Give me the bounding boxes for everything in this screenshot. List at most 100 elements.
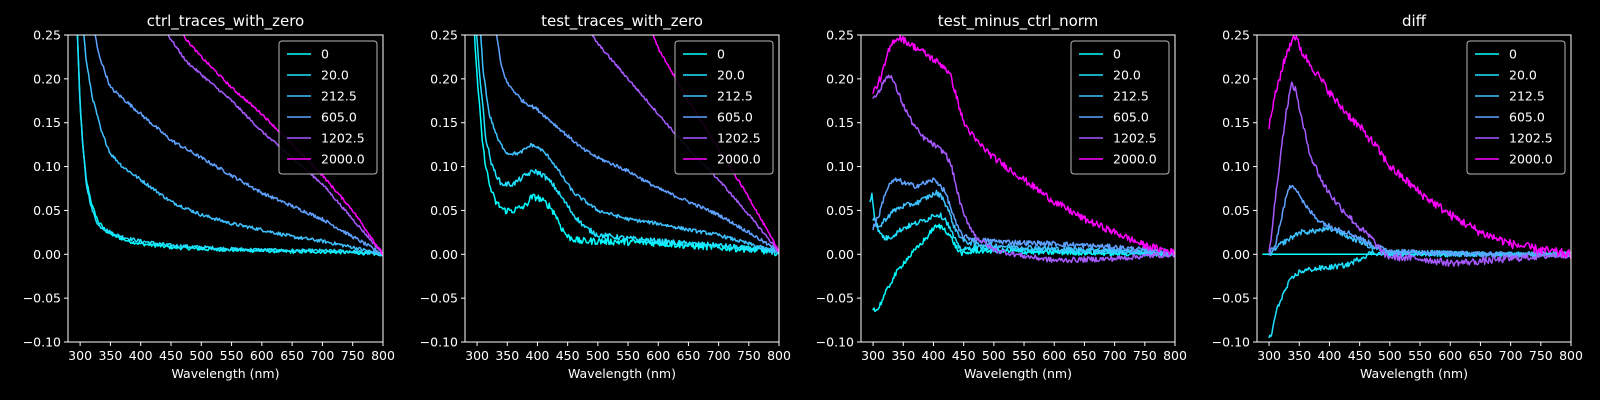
chart-panel-4: −0.10 −0.05 0.00 0.05 0.10 0.15 0.20 0.25 300 350… (1212, 12, 1583, 381)
x-tick-label: 400 (922, 348, 946, 363)
x-tick-label: 800 (767, 348, 791, 363)
y-tick-label: 0.00 (826, 247, 854, 262)
series-line-2000-0 (872, 35, 1175, 257)
y-tick-label: −0.10 (1212, 335, 1250, 350)
legend-label: 212.5 (1509, 89, 1545, 104)
x-tick-label: 350 (98, 348, 122, 363)
legend: 0 20.0 212.5 605.0 1202.5 2000.0 (674, 40, 774, 175)
legend-label: 212.5 (321, 89, 357, 104)
x-tick-label: 650 (1072, 348, 1096, 363)
x-tick-label: 300 (465, 348, 489, 363)
y-tick-label: 0.05 (430, 203, 458, 218)
y-tick-label: 0.20 (1222, 71, 1250, 86)
series-line-212-5 (872, 189, 1175, 257)
x-axis-label: Wavelength (nm) (964, 366, 1072, 381)
y-tick-label: 0.00 (1222, 247, 1250, 262)
panel-title: ctrl_traces_with_zero (147, 12, 304, 31)
x-tick-label: 500 (982, 348, 1006, 363)
x-axis-label: Wavelength (nm) (568, 366, 676, 381)
legend-label: 0 (1113, 47, 1121, 62)
legend-label: 605.0 (1113, 110, 1149, 125)
panel-title: test_traces_with_zero (541, 12, 703, 31)
x-tick-label: 550 (616, 348, 640, 363)
y-tick-label: 0.00 (33, 247, 61, 262)
y-tick-label: 0.20 (33, 71, 61, 86)
series-line-1202-5 (1268, 81, 1571, 267)
x-tick-label: 600 (250, 348, 274, 363)
series-line-1202-5 (872, 74, 1175, 264)
y-tick-label: 0.25 (826, 28, 854, 43)
chart-panel-3: −0.10 −0.05 0.00 0.05 0.10 0.15 0.20 0.25 300 350… (816, 12, 1187, 381)
x-tick-label: 500 (1378, 348, 1402, 363)
x-axis-label: Wavelength (nm) (1360, 366, 1468, 381)
legend: 0 20.0 212.5 605.0 1202.5 2000.0 (1466, 40, 1566, 175)
x-tick-label: 550 (220, 348, 244, 363)
y-tick-label: −0.05 (816, 291, 854, 306)
x-tick-label: 800 (1559, 348, 1583, 363)
legend-label: 2000.0 (321, 152, 365, 167)
legend-label: 1202.5 (321, 131, 365, 146)
y-tick-label: 0.15 (1222, 115, 1250, 130)
legend-label: 1202.5 (717, 131, 761, 146)
y-tick-label: 0.10 (430, 159, 458, 174)
series-line-20-0 (76, 35, 383, 257)
x-tick-label: 700 (1103, 348, 1127, 363)
series-line-1202-5 (166, 35, 383, 256)
y-tick-label: 0.20 (430, 71, 458, 86)
legend: 0 20.0 212.5 605.0 1202.5 2000.0 (1070, 40, 1170, 175)
series-line-2000-0 (1268, 35, 1571, 260)
y-tick-label: −0.10 (816, 335, 854, 350)
legend-label: 2000.0 (1113, 152, 1157, 167)
x-tick-label: 700 (310, 348, 334, 363)
series-line-212-5 (479, 35, 779, 255)
y-tick-label: 0.10 (1222, 159, 1250, 174)
y-tick-label: 0.25 (33, 28, 61, 43)
x-tick-label: 400 (1318, 348, 1342, 363)
legend-label: 605.0 (321, 110, 357, 125)
x-tick-label: 650 (280, 348, 304, 363)
x-tick-label: 800 (1163, 348, 1187, 363)
x-axis-label: Wavelength (nm) (172, 366, 280, 381)
x-tick-label: 400 (526, 348, 550, 363)
legend-label: 2000.0 (717, 152, 761, 167)
x-tick-label: 400 (129, 348, 153, 363)
series-line-605-0 (1268, 184, 1571, 258)
y-tick-label: 0.25 (1222, 28, 1250, 43)
y-tick-label: −0.05 (1212, 291, 1250, 306)
legend-label: 1202.5 (1113, 131, 1157, 146)
chart-panel-1: −0.10 −0.05 0.00 0.05 0.10 0.15 0.20 0.25 300 350… (23, 12, 395, 381)
axes-frame (860, 34, 1176, 343)
axes-frame (67, 34, 384, 343)
panel-title: diff (1402, 12, 1427, 30)
legend-label: 20.0 (1509, 68, 1537, 83)
y-tick-label: 0.00 (430, 247, 458, 262)
legend-label: 212.5 (717, 89, 753, 104)
x-tick-label: 450 (1348, 348, 1372, 363)
legend-label: 2000.0 (1509, 152, 1553, 167)
legend-label: 212.5 (1113, 89, 1149, 104)
x-tick-label: 650 (1468, 348, 1492, 363)
x-tick-label: 350 (891, 348, 915, 363)
y-tick-label: 0.15 (33, 115, 61, 130)
legend-label: 0 (321, 47, 329, 62)
x-tick-label: 600 (646, 348, 670, 363)
legend-label: 20.0 (717, 68, 745, 83)
x-tick-label: 300 (68, 348, 92, 363)
series-line-605-0 (872, 177, 1175, 255)
x-tick-label: 800 (371, 348, 395, 363)
axes-frame (1256, 34, 1572, 343)
x-tick-label: 600 (1438, 348, 1462, 363)
y-tick-label: −0.05 (23, 291, 61, 306)
y-tick-label: 0.05 (826, 203, 854, 218)
series-group (869, 35, 1175, 313)
y-tick-label: −0.10 (23, 335, 61, 350)
legend-label: 605.0 (1509, 110, 1545, 125)
x-tick-label: 350 (1287, 348, 1311, 363)
legend: 0 20.0 212.5 605.0 1202.5 2000.0 (278, 40, 378, 175)
y-tick-label: 0.05 (1222, 203, 1250, 218)
x-tick-label: 300 (1257, 348, 1281, 363)
legend-label: 1202.5 (1509, 131, 1553, 146)
y-tick-label: −0.05 (420, 291, 458, 306)
legend-label: 605.0 (717, 110, 753, 125)
